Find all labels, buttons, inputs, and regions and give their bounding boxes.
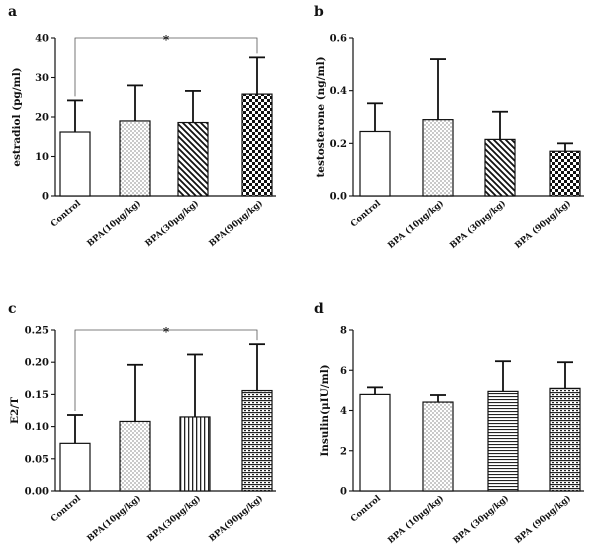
bar-1 xyxy=(59,131,91,197)
panel-letter: d xyxy=(314,301,324,317)
panel-letter: a xyxy=(8,4,17,20)
bar-1 xyxy=(359,393,391,492)
y-tick-label: 20 xyxy=(35,113,49,124)
bar-4 xyxy=(241,389,273,492)
bar-2 xyxy=(119,420,151,492)
panel-a: a 0 10 20 30 40 estradiol (pg/ml) Control BPA(10… xyxy=(8,4,276,249)
y-axis-label: Insulin(μIU/ml) xyxy=(319,364,331,456)
x-tick-label: BPA(90μg/kg) xyxy=(207,493,265,544)
y-tick-label: 0.25 xyxy=(25,326,49,337)
y-tick-label: 0.0 xyxy=(330,192,347,203)
y-tick-label: 0.10 xyxy=(25,422,49,433)
x-tick-label: BPA(90μg/kg) xyxy=(207,198,265,249)
significance-bracket xyxy=(74,329,258,412)
significance-marker: * xyxy=(163,325,170,339)
y-tick-label: 0.6 xyxy=(330,34,347,45)
y-axis-label: estradiol (pg/ml) xyxy=(11,67,23,166)
significance-bracket xyxy=(74,37,258,97)
x-tick-label: BPA (10μg/kg) xyxy=(386,493,446,546)
y-axis-label: E2/T xyxy=(9,397,21,424)
bar-3 xyxy=(177,121,209,197)
bar-4 xyxy=(549,150,581,197)
bar-1 xyxy=(59,442,91,492)
x-tick-label: BPA (10μg/kg) xyxy=(386,198,446,251)
x-tick-label: Control xyxy=(49,198,84,229)
significance-marker: * xyxy=(163,33,170,47)
x-tick-label: BPA (90μg/kg) xyxy=(513,493,573,546)
y-tick-label: 0.15 xyxy=(25,390,49,401)
x-tick-label: BPA(10μg/kg) xyxy=(85,493,143,544)
y-tick-label: 10 xyxy=(35,152,49,163)
y-tick-label: 6 xyxy=(340,366,347,377)
bar-1 xyxy=(359,130,391,197)
y-tick-label: 4 xyxy=(340,406,347,417)
x-tick-label: BPA(30μg/kg) xyxy=(143,198,201,249)
y-tick-label: 0.00 xyxy=(25,487,49,498)
y-tick-label: 0.20 xyxy=(25,358,49,369)
bar-2 xyxy=(422,401,454,492)
y-tick-label: 2 xyxy=(340,446,347,457)
panel-letter: b xyxy=(314,4,324,20)
bar-3 xyxy=(179,416,211,492)
y-tick-label: 0.4 xyxy=(330,86,347,97)
x-tick-label: BPA(30μg/kg) xyxy=(145,493,203,544)
bar-3 xyxy=(487,390,519,492)
y-tick-label: 0.2 xyxy=(330,139,347,150)
panel-d: d 0 2 4 6 8 Insulin(μIU/ml) Control BPA (10μg/kg… xyxy=(314,301,584,546)
x-tick-label: BPA (90μg/kg) xyxy=(513,198,573,251)
y-tick-label: 40 xyxy=(35,34,49,45)
y-tick-label: 0 xyxy=(340,487,347,498)
panel-letter: c xyxy=(8,301,17,317)
y-axis-label: testosterone (ng/ml) xyxy=(315,56,327,177)
bar-4 xyxy=(549,387,581,492)
x-tick-label: Control xyxy=(349,493,384,524)
y-tick-label: 30 xyxy=(35,73,49,84)
y-tick-label: 0 xyxy=(42,192,49,203)
x-tick-label: BPA (30μg/kg) xyxy=(451,493,511,546)
bar-4 xyxy=(241,93,273,197)
x-tick-label: Control xyxy=(349,198,384,229)
bar-2 xyxy=(422,119,454,197)
y-tick-label: 0.05 xyxy=(25,454,49,465)
x-tick-label: Control xyxy=(49,493,84,524)
x-tick-label: BPA(10μg/kg) xyxy=(85,198,143,249)
x-tick-label: BPA (30μg/kg) xyxy=(448,198,508,251)
bar-2 xyxy=(119,120,151,197)
y-tick-label: 8 xyxy=(340,326,347,337)
bar-3 xyxy=(484,138,516,197)
